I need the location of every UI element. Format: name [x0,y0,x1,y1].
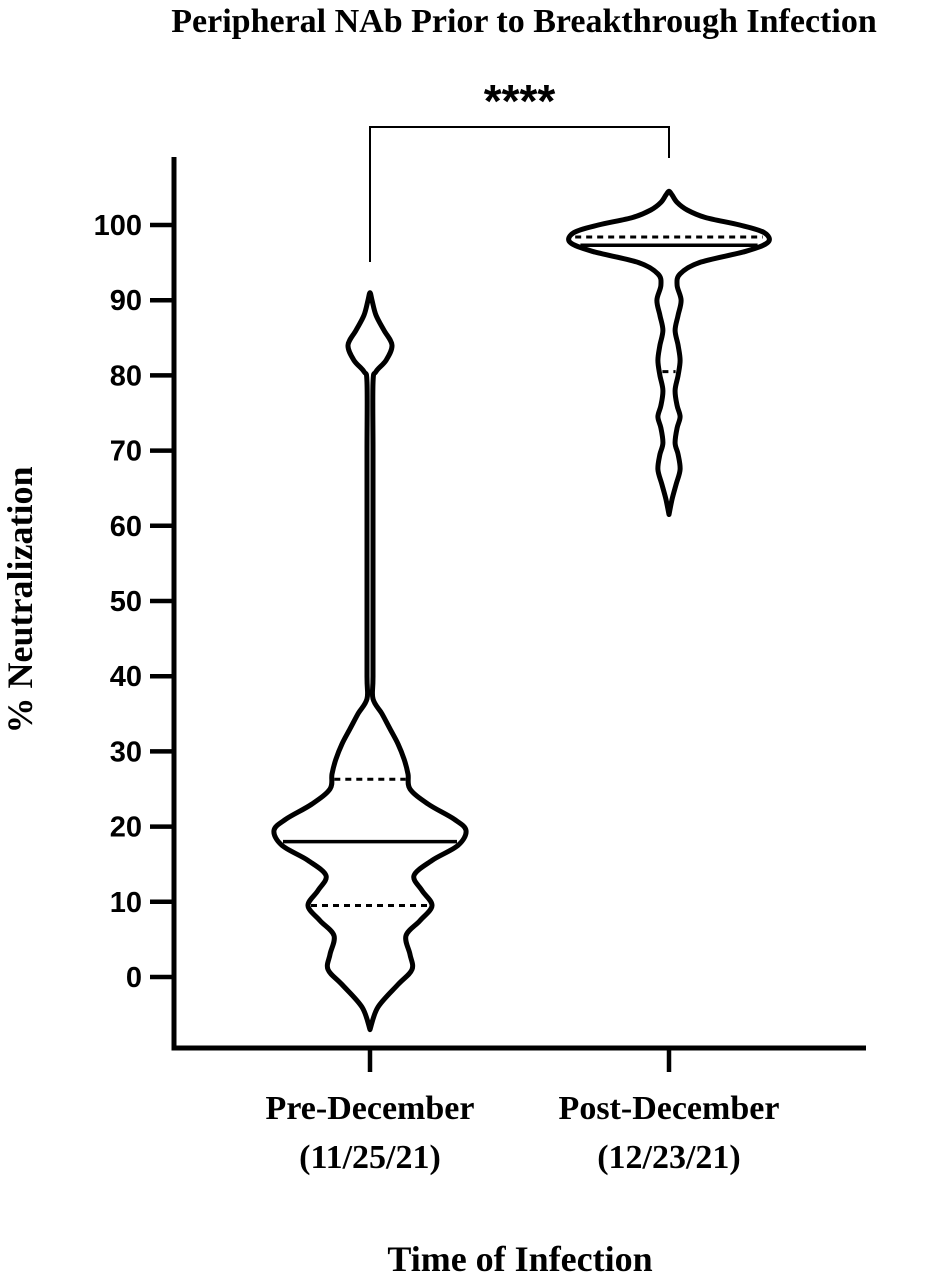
x-tick-label: Post-December [559,1090,780,1127]
x-tick-label: (12/23/21) [597,1139,741,1176]
chart-title: Peripheral NAb Prior to Breakthrough Inf… [171,3,877,40]
y-tick-label: 100 [94,210,142,242]
significance-bracket-line [369,126,670,262]
y-tick-label: 20 [110,812,142,844]
x-axis-title: Time of Infection [387,1239,652,1279]
y-tick-label: 40 [110,661,142,693]
y-tick-label: 30 [110,736,142,768]
y-tick-label: 90 [110,285,142,317]
significance-bracket: **** [369,75,670,262]
y-tick-label: 60 [110,511,142,543]
y-axis-title: % Neutralization [0,467,40,734]
y-tick-label: 50 [110,586,142,618]
x-tick-label: (11/25/21) [299,1139,441,1176]
y-tick-label: 70 [110,436,142,468]
violins [271,188,772,1033]
y-tick-label: 80 [110,360,142,392]
significance-stars: **** [484,75,556,127]
axes: 0 10 20 30 40 50 60 70 80 90 100 Pre-December (11/25… [94,157,866,1176]
violin-2 [566,188,772,517]
violin-1 [271,290,469,1033]
y-tick-label: 0 [126,962,142,994]
x-tick-label: Pre-December [266,1090,475,1127]
y-tick-label: 10 [110,887,142,919]
